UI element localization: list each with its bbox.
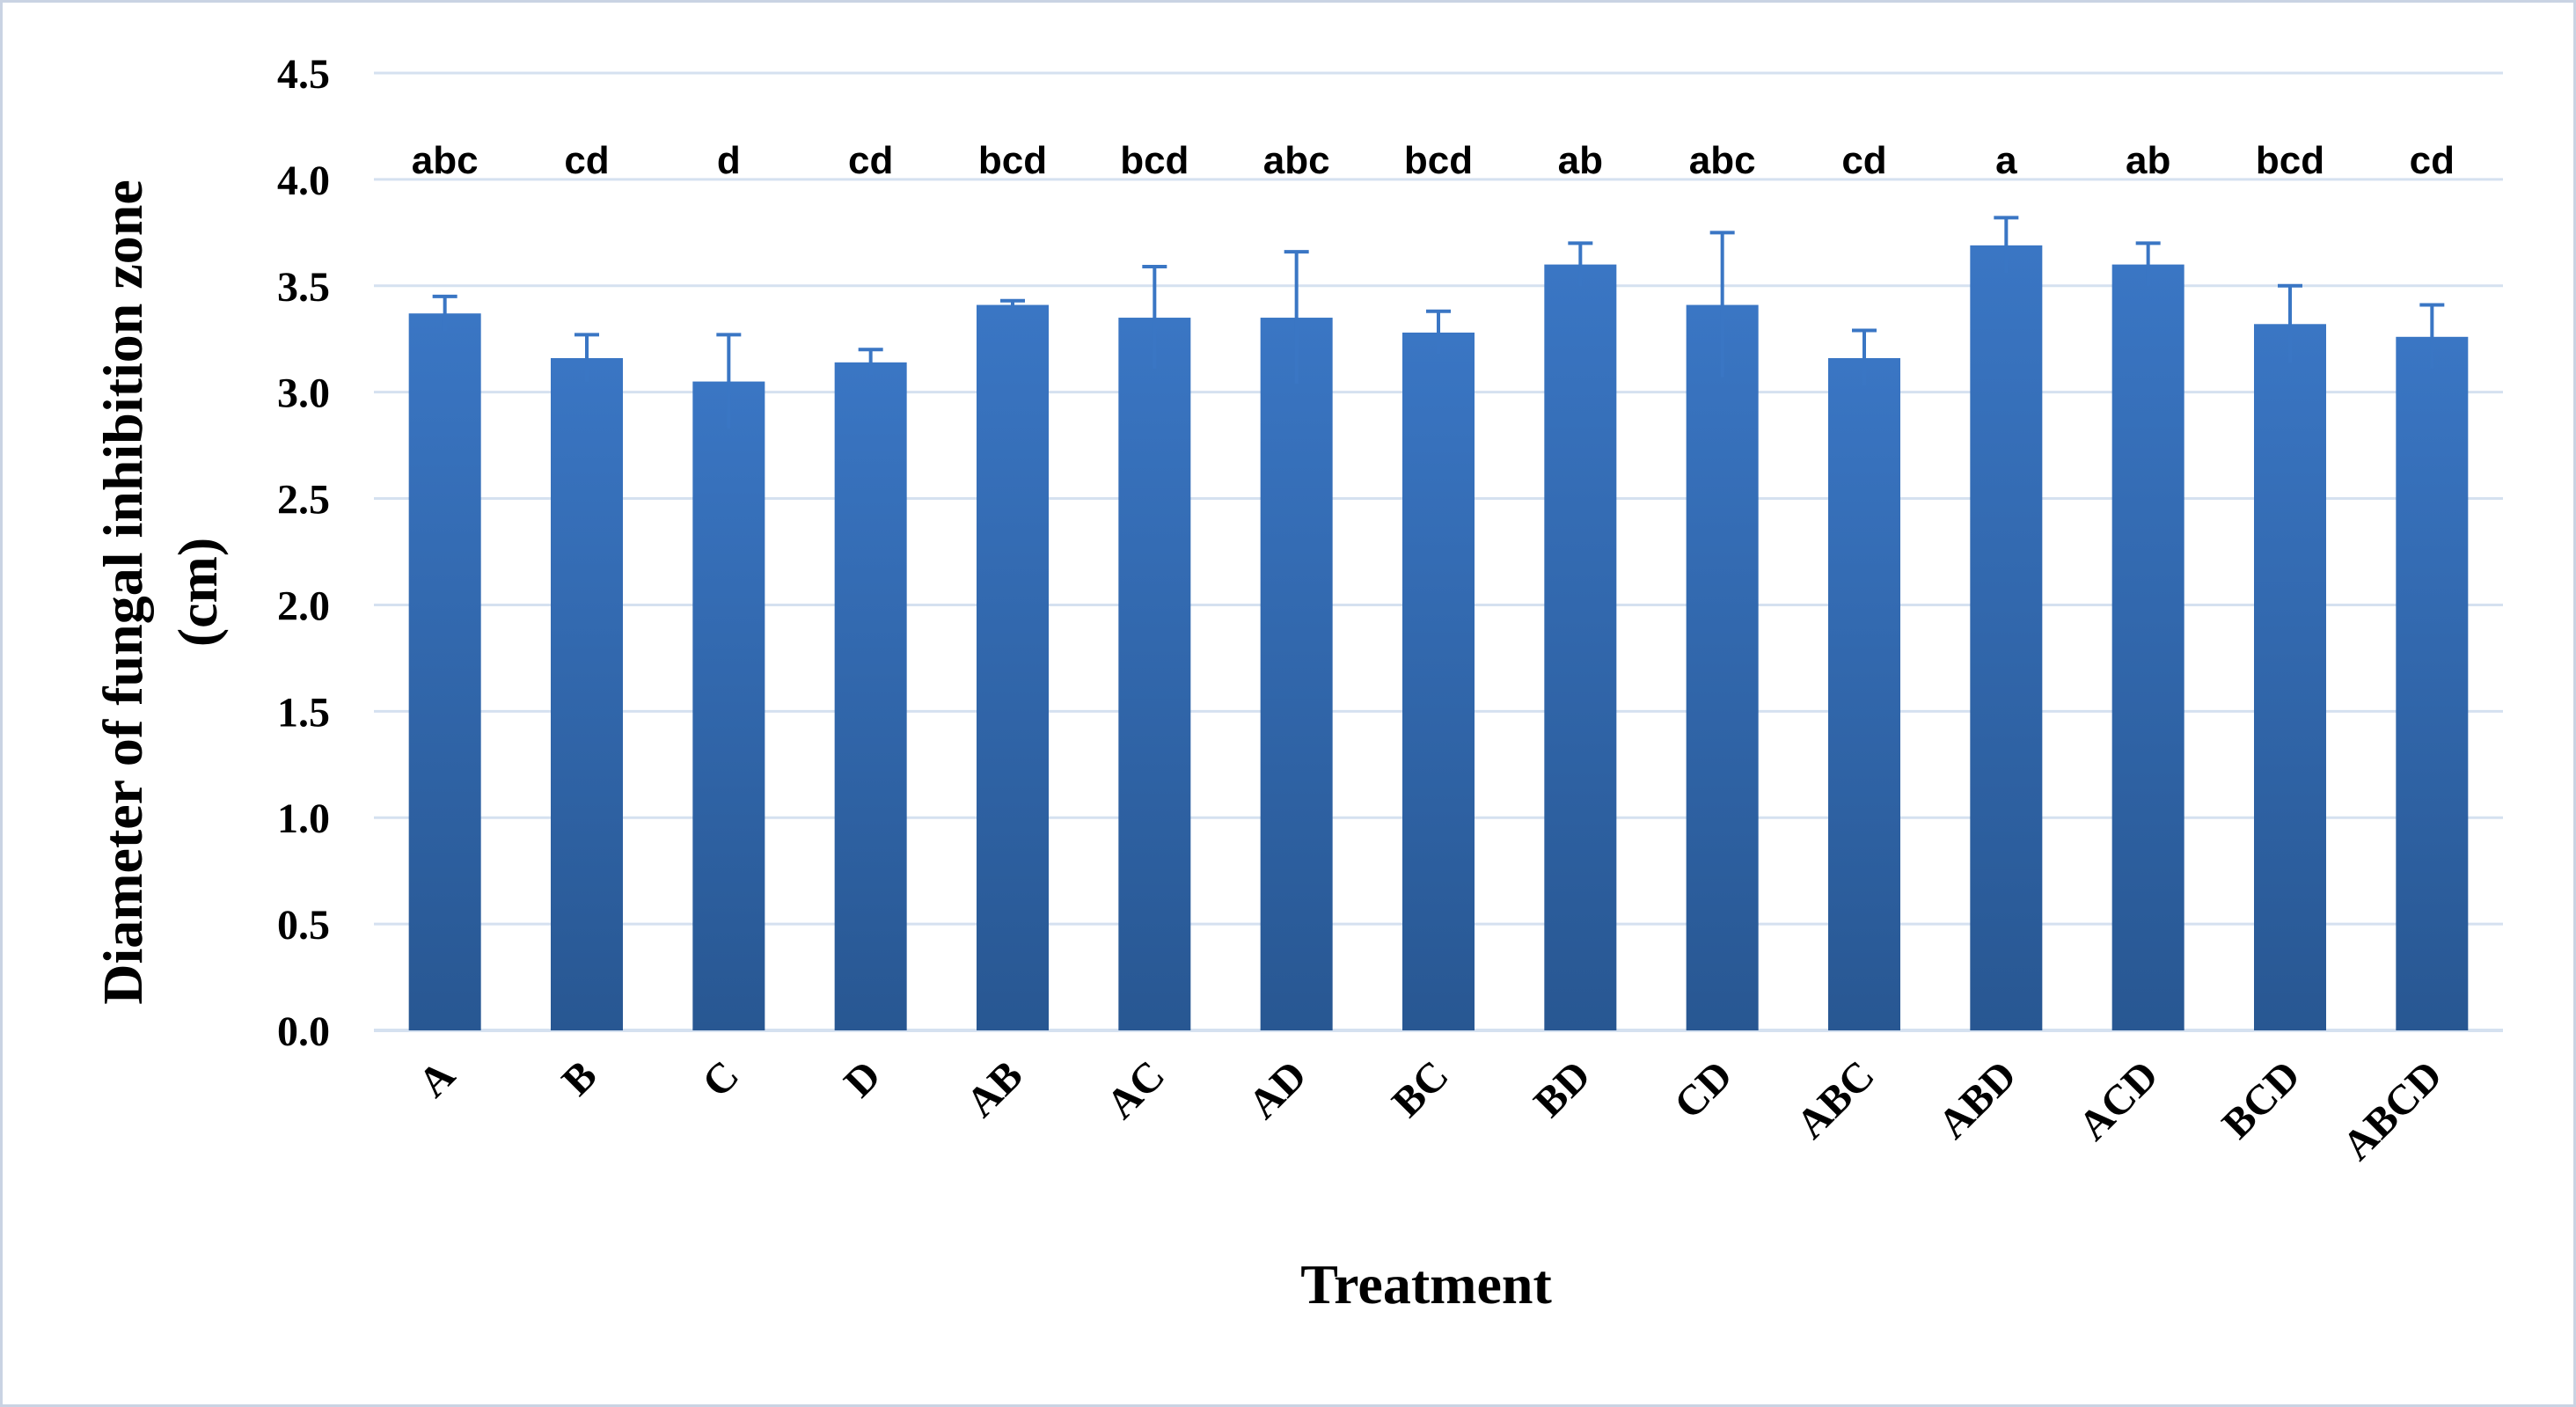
x-tick-label: ABC: [1788, 1052, 1884, 1147]
y-tick-label: 2.5: [277, 477, 330, 524]
error-bar-a: [432, 294, 457, 331]
error-bar-ac: [1142, 265, 1167, 370]
significance-letter: d: [717, 139, 741, 182]
significance-letter: bcd: [1120, 139, 1189, 182]
y-tick-label: 0.5: [277, 902, 330, 949]
bar-bcd: [2254, 324, 2326, 1030]
x-axis-title: Treatment: [1300, 1253, 1552, 1315]
x-tick-label: AC: [1098, 1052, 1174, 1127]
bars: [408, 245, 2469, 1031]
error-bar-ab: [1000, 298, 1025, 310]
bar-abd: [1970, 245, 2043, 1031]
x-tick-label: BCD: [2214, 1052, 2309, 1147]
significance-letter: bcd: [978, 139, 1047, 182]
y-axis-title-line1: Diameter of fungal inhibition zone: [91, 180, 154, 1005]
error-bar-b: [574, 333, 599, 382]
significance-letter: cd: [2410, 139, 2455, 182]
significance-letter: a: [1995, 139, 2017, 182]
error-bar-abd: [1994, 216, 2019, 274]
y-tick-label: 0.0: [277, 1008, 330, 1055]
error-bar-abcd: [2419, 303, 2445, 370]
y-tick-label: 3.5: [277, 264, 330, 311]
bar-chart: abc cd d cd bcd bcd abc bcd ab abc cd a ab bcd cd 0.00…: [91, 51, 2503, 1315]
bar-d: [834, 362, 907, 1031]
x-tick-label: ABCD: [2333, 1052, 2451, 1169]
significance-letter: abc: [1689, 139, 1756, 182]
x-tick-label: BC: [1383, 1052, 1458, 1126]
bar-ab: [977, 304, 1049, 1030]
x-tick-label: D: [835, 1052, 889, 1106]
significance-letter: abc: [1263, 139, 1330, 182]
y-tick-label: 3.0: [277, 370, 330, 417]
bar-cd: [1686, 304, 1759, 1030]
error-bar-cd: [1709, 231, 1735, 377]
y-tick-label: 1.0: [277, 795, 330, 842]
y-tick-label: 4.0: [277, 158, 330, 204]
significance-letter: abc: [412, 139, 479, 182]
significance-letter: cd: [1841, 139, 1886, 182]
error-bar-d: [858, 348, 883, 376]
x-tick-label: A: [409, 1052, 464, 1106]
bar-abc: [1828, 357, 1900, 1031]
y-tick-labels: 0.0 0.5 1.0 1.5 2.0 2.5 3.0 3.5 4.0 4.5: [277, 51, 330, 1055]
bar-bd: [1544, 264, 1617, 1031]
bar-a: [408, 313, 481, 1031]
bar-abcd: [2396, 336, 2469, 1030]
significance-letter: bcd: [2256, 139, 2324, 182]
bar-ac: [1118, 318, 1191, 1030]
y-tick-label: 4.5: [277, 51, 330, 98]
bar-c: [692, 381, 765, 1031]
error-bar-acd: [2135, 241, 2161, 286]
x-tick-label: ABD: [1929, 1052, 2025, 1147]
y-axis-title-line2: (cm): [166, 538, 229, 647]
significance-letters: abc cd d cd bcd bcd abc bcd ab abc cd a ab bcd cd: [412, 139, 2455, 182]
error-bars: [432, 216, 2445, 429]
y-tick-label: 2.0: [277, 583, 330, 629]
error-bar-c: [716, 333, 742, 429]
error-bar-bcd: [2278, 283, 2302, 363]
x-tick-label: C: [693, 1052, 748, 1106]
y-tick-label: 1.5: [277, 689, 330, 736]
x-tick-label: BD: [1525, 1052, 1599, 1126]
bar-b: [551, 357, 623, 1031]
significance-letter: cd: [564, 139, 609, 182]
error-bar-ad: [1284, 250, 1309, 384]
bar-ad: [1260, 318, 1333, 1030]
x-tick-label: CD: [1665, 1052, 1741, 1127]
x-tick-label: ACD: [2069, 1052, 2167, 1149]
error-bar-abc: [1852, 328, 1877, 386]
bar-bc: [1402, 332, 1475, 1031]
error-bar-bd: [1568, 241, 1593, 286]
x-tick-label: AD: [1240, 1052, 1315, 1127]
significance-letter: cd: [848, 139, 893, 182]
error-bar-bc: [1426, 309, 1451, 355]
x-tick-label: B: [553, 1052, 606, 1104]
x-tick-label: AB: [957, 1052, 1032, 1126]
significance-letter: ab: [2126, 139, 2170, 182]
significance-letter: bcd: [1404, 139, 1473, 182]
bar-acd: [2111, 264, 2184, 1031]
x-tick-labels: A B C D AB AC AD BC BD CD ABC ABD ACD BCD ABCD: [409, 1052, 2451, 1169]
significance-letter: ab: [1558, 139, 1603, 182]
